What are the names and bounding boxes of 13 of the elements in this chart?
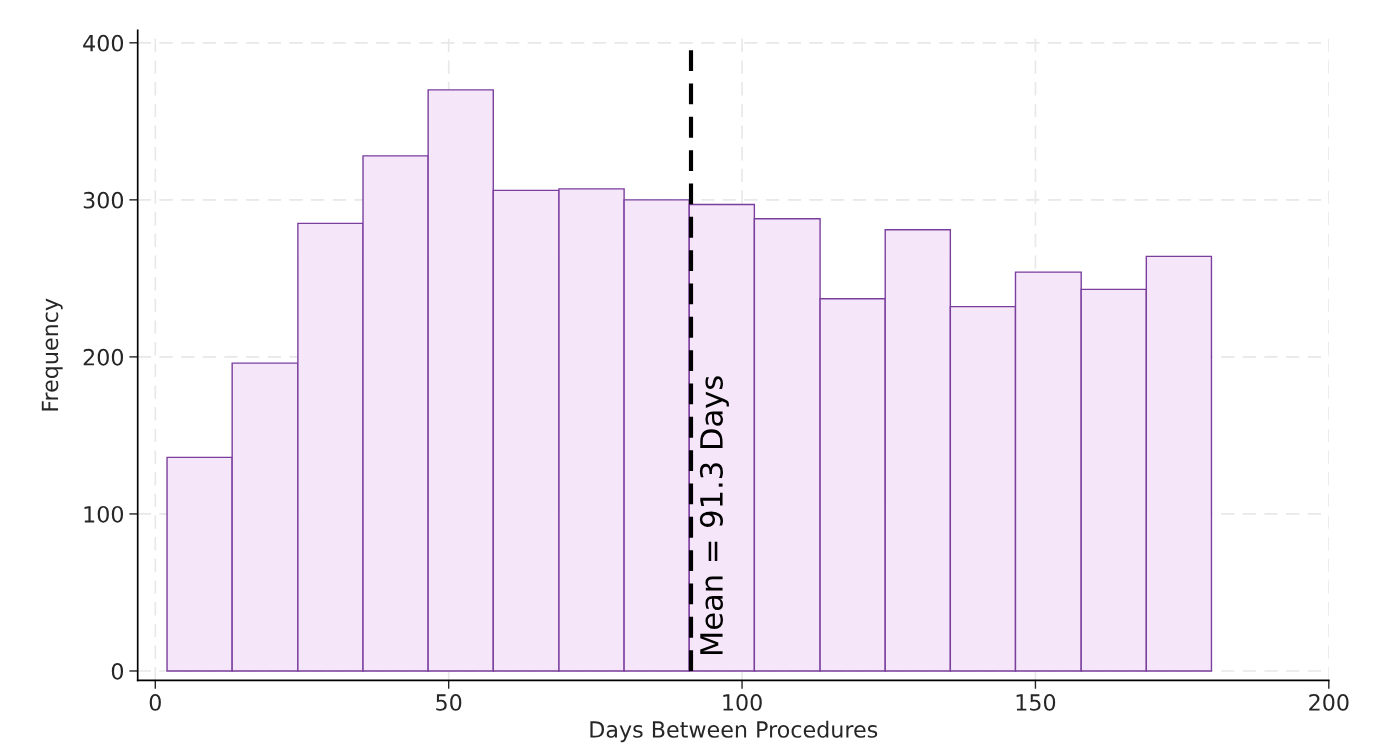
x-tick-label: 0 [149, 693, 161, 711]
y-tick-label: 200 [83, 348, 124, 366]
x-axis-title: Days Between Procedures [590, 720, 878, 743]
y-tick-label: 100 [84, 505, 124, 523]
y-tick-label: 300 [83, 191, 124, 209]
x-tick-label: 50 [436, 693, 462, 711]
ref-line-label: Mean = 91.3 Days [699, 376, 729, 655]
x-tick-label: 100 [723, 693, 762, 711]
x-tick-label: 200 [1309, 693, 1349, 711]
y-tick-label: 400 [83, 34, 124, 52]
y-tick-label: 0 [111, 662, 124, 680]
y-axis-title: Frequency [41, 298, 63, 411]
x-tick-label: 150 [1016, 693, 1056, 711]
